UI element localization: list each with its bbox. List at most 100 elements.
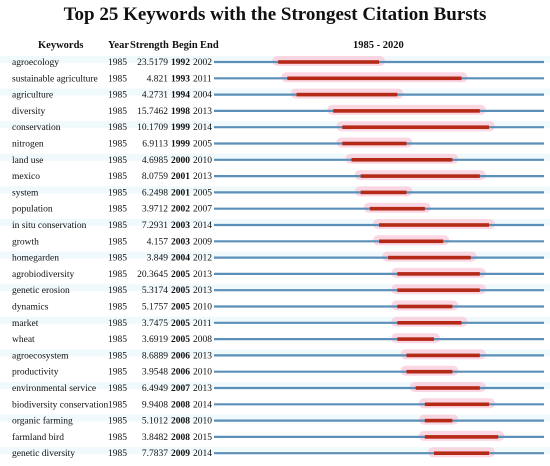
begin-year-value: 2005 (171, 303, 190, 313)
year-value: 1985 (108, 368, 127, 378)
keyword-label: system (12, 188, 39, 198)
year-value: 1985 (108, 156, 127, 166)
strength-value: 4.157 (147, 237, 169, 247)
burst-segment (369, 206, 425, 211)
burst-segment (397, 321, 462, 325)
end-year-value: 2005 (193, 140, 212, 150)
strength-value: 9.9408 (142, 400, 168, 410)
row-tint (0, 153, 550, 161)
burst-segment (333, 109, 480, 113)
year-value: 1985 (108, 188, 127, 198)
year-value: 1985 (108, 107, 127, 117)
strength-value: 3.8482 (142, 433, 168, 443)
end-year-value: 2014 (193, 123, 212, 133)
burst-segment (296, 92, 398, 97)
keyword-label: productivity (12, 368, 59, 378)
keyword-label: dynamics (12, 303, 49, 313)
strength-value: 7.7837 (142, 449, 168, 459)
end-year-value: 2010 (193, 368, 212, 378)
row-tint (0, 316, 550, 324)
strength-value: 7.2931 (142, 221, 168, 231)
burst-segment (397, 304, 453, 309)
keyword-label: agroecosystem (12, 351, 69, 361)
begin-year-value: 2004 (171, 254, 190, 264)
begin-year-value: 2001 (171, 188, 190, 198)
end-year-value: 2014 (193, 449, 212, 459)
strength-value: 3.6919 (142, 335, 168, 345)
begin-year-value: 1992 (171, 58, 190, 68)
year-value: 1985 (108, 58, 127, 68)
row-tint (0, 349, 550, 357)
strength-value: 3.9548 (142, 368, 168, 378)
year-value: 1985 (108, 400, 127, 410)
year-value: 1985 (108, 123, 127, 133)
end-year-value: 2004 (193, 91, 212, 101)
burst-segment (360, 174, 480, 178)
keyword-label: land use (12, 156, 43, 166)
burst-segment (434, 451, 489, 455)
end-year-value: 2011 (193, 74, 212, 84)
burst-segment (397, 288, 480, 292)
strength-value: 10.1709 (137, 123, 168, 133)
strength-value: 3.9712 (142, 205, 168, 215)
burst-segment (424, 435, 499, 439)
strength-value: 8.0759 (142, 172, 168, 182)
end-year-value: 2014 (193, 400, 212, 410)
begin-year-value: 2002 (171, 205, 190, 215)
end-year-value: 2007 (193, 205, 212, 215)
keyword-label: organic farming (12, 416, 73, 427)
keyword-label: agriculture (12, 91, 53, 101)
header-begin: Begin (172, 40, 198, 51)
begin-year-value: 2008 (171, 417, 190, 427)
begin-year-value: 2006 (171, 368, 190, 378)
end-year-value: 2013 (193, 351, 212, 361)
strength-value: 3.849 (147, 254, 169, 264)
year-value: 1985 (108, 384, 127, 394)
end-year-value: 2013 (193, 270, 212, 280)
burst-segment (278, 60, 379, 64)
strength-value: 6.2498 (142, 188, 168, 198)
end-year-value: 2015 (193, 433, 212, 443)
strength-value: 23.5179 (137, 58, 168, 68)
keyword-label: growth (12, 237, 39, 247)
row-tint (0, 88, 550, 96)
strength-value: 5.3174 (142, 286, 168, 296)
header-keywords: Keywords (38, 40, 84, 51)
begin-year-value: 1994 (171, 91, 190, 101)
strength-value: 4.6985 (142, 156, 168, 166)
keyword-label: diversity (12, 107, 45, 117)
year-value: 1985 (108, 303, 127, 313)
end-year-value: 2009 (193, 237, 212, 247)
keyword-label: market (12, 319, 39, 329)
begin-year-value: 2007 (171, 384, 190, 394)
burst-segment (388, 255, 471, 260)
begin-year-value: 1998 (171, 107, 190, 117)
keyword-label: conservation (12, 123, 61, 133)
burst-segment (287, 76, 462, 81)
header-timeline-range: 1985 - 2020 (353, 40, 404, 51)
year-value: 1985 (108, 270, 127, 280)
begin-year-value: 1999 (171, 123, 190, 133)
keyword-label: environmental service (12, 384, 96, 394)
strength-value: 5.1012 (142, 417, 168, 427)
strength-value: 20.3645 (137, 270, 168, 280)
end-year-value: 2002 (193, 58, 212, 68)
keyword-label: agroecology (12, 58, 59, 68)
burst-segment (360, 190, 407, 195)
keyword-label: nitrogen (12, 140, 44, 150)
end-year-value: 2008 (193, 335, 212, 345)
end-year-value: 2010 (193, 156, 212, 166)
year-value: 1985 (108, 433, 127, 443)
row-tint (0, 414, 550, 422)
strength-value: 6.4949 (142, 384, 168, 394)
header-end: End (200, 40, 219, 51)
burst-segment (379, 239, 444, 244)
year-value: 1985 (108, 254, 127, 264)
year-value: 1985 (108, 417, 127, 427)
burst-segment (406, 353, 480, 358)
keyword-label: in situ conservation (12, 221, 87, 231)
begin-year-value: 2009 (171, 449, 190, 459)
chart-title: Top 25 Keywords with the Strongest Citat… (63, 4, 487, 25)
end-year-value: 2005 (193, 188, 212, 198)
